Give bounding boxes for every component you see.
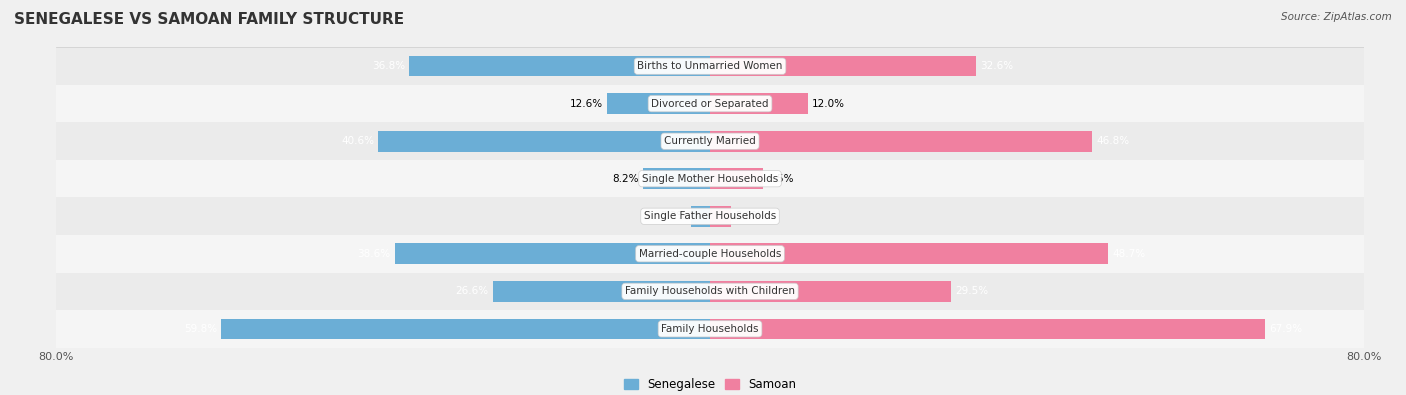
Text: Married-couple Households: Married-couple Households — [638, 249, 782, 259]
Text: Currently Married: Currently Married — [664, 136, 756, 146]
Bar — [56, 122, 1364, 160]
Bar — [56, 273, 1364, 310]
Bar — [56, 47, 1364, 85]
Bar — [710, 206, 731, 227]
Text: 36.8%: 36.8% — [373, 61, 405, 71]
Text: Single Father Households: Single Father Households — [644, 211, 776, 221]
Text: 46.8%: 46.8% — [1097, 136, 1129, 146]
Bar — [710, 168, 763, 189]
Bar — [710, 281, 950, 302]
Text: 38.6%: 38.6% — [357, 249, 391, 259]
Text: 67.9%: 67.9% — [1270, 324, 1302, 334]
Text: Divorced or Separated: Divorced or Separated — [651, 99, 769, 109]
Bar — [409, 56, 710, 77]
Bar — [643, 168, 710, 189]
Bar — [710, 93, 808, 114]
Legend: Senegalese, Samoan: Senegalese, Samoan — [619, 373, 801, 395]
Bar — [378, 131, 710, 152]
Text: Family Households: Family Households — [661, 324, 759, 334]
Bar — [56, 198, 1364, 235]
Text: 26.6%: 26.6% — [456, 286, 488, 296]
Bar — [492, 281, 710, 302]
Text: 6.5%: 6.5% — [768, 174, 794, 184]
Text: 2.6%: 2.6% — [735, 211, 762, 221]
Bar — [56, 160, 1364, 198]
Text: 48.7%: 48.7% — [1112, 249, 1146, 259]
Text: 2.3%: 2.3% — [661, 211, 688, 221]
Bar — [710, 318, 1265, 339]
Text: 59.8%: 59.8% — [184, 324, 218, 334]
Text: 12.6%: 12.6% — [569, 99, 603, 109]
Bar — [56, 310, 1364, 348]
Text: 8.2%: 8.2% — [613, 174, 638, 184]
Bar — [56, 85, 1364, 122]
Text: Births to Unmarried Women: Births to Unmarried Women — [637, 61, 783, 71]
Text: 40.6%: 40.6% — [342, 136, 374, 146]
Text: 29.5%: 29.5% — [955, 286, 988, 296]
Text: Source: ZipAtlas.com: Source: ZipAtlas.com — [1281, 12, 1392, 22]
Bar — [607, 93, 710, 114]
Bar — [710, 131, 1092, 152]
Bar — [710, 56, 976, 77]
Text: SENEGALESE VS SAMOAN FAMILY STRUCTURE: SENEGALESE VS SAMOAN FAMILY STRUCTURE — [14, 12, 404, 27]
Text: 32.6%: 32.6% — [980, 61, 1014, 71]
Bar — [56, 235, 1364, 273]
Bar — [710, 243, 1108, 264]
Text: Family Households with Children: Family Households with Children — [626, 286, 794, 296]
Bar — [395, 243, 710, 264]
Bar — [692, 206, 710, 227]
Text: 12.0%: 12.0% — [813, 99, 845, 109]
Text: Single Mother Households: Single Mother Households — [643, 174, 778, 184]
Bar — [221, 318, 710, 339]
